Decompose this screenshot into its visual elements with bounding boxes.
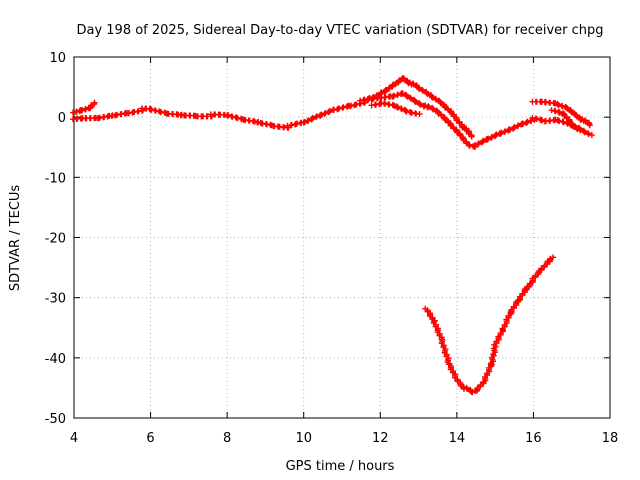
data-point [588,132,595,139]
data-point [586,122,593,129]
data-point [485,135,492,142]
data-point [91,99,98,106]
data-point [407,95,414,102]
data-point [488,133,495,140]
x-tick-label: 18 [602,431,619,446]
data-point [422,102,429,109]
data-point [475,140,482,147]
data-point [309,115,316,122]
data-point [472,142,478,149]
data-point [585,131,592,138]
data-point [321,110,328,117]
data-point [399,90,406,97]
y-tick-label: -20 [45,232,66,247]
data-point [301,118,308,125]
data-point [577,127,584,134]
series-early-tail [70,99,98,116]
x-tick-label: 6 [146,431,154,446]
data-point [300,119,307,126]
x-axis-label: GPS time / hours [286,459,395,474]
data-point [416,85,423,92]
data-point [374,92,381,99]
y-tick-label: -50 [45,412,66,427]
series-upper-branch [357,74,475,140]
y-tick-label: -40 [45,352,66,367]
data-point [506,126,513,133]
data-point [511,124,518,131]
data-point [564,105,571,112]
data-point [326,107,333,114]
data-point [574,126,581,133]
data-point [410,81,417,88]
data-point [326,108,333,115]
series-main [70,90,595,151]
data-point [309,114,316,121]
x-tick-label: 12 [372,431,389,446]
data-point [382,86,389,93]
series-lower-branch [368,99,423,118]
data-point [430,106,437,113]
data-point [322,110,329,117]
data-point [515,122,522,129]
data-point [392,80,399,87]
data-point [304,118,311,125]
data-point [429,94,436,101]
y-tick-label: 0 [58,111,66,126]
data-point [305,117,312,124]
axis-ticks [73,56,611,419]
chart-title: Day 198 of 2025, Sidereal Day-to-day VTE… [76,23,603,38]
data-point [370,94,377,101]
data-points [70,74,595,396]
y-tick-label: 10 [49,51,66,66]
data-point [582,118,589,125]
data-point [579,116,586,123]
series-late-drop [548,107,584,134]
data-point [573,113,580,120]
data-point [570,123,577,130]
tick-labels: 4 6 8 10 12 14 16 18 -50 -40 -30 -20 -10 0 10 [45,51,619,446]
data-point [433,96,440,103]
data-point [581,129,588,136]
data-point [313,114,320,121]
data-point [396,77,403,84]
series-dip-arc [422,254,557,396]
data-point [419,87,426,94]
data-point [464,385,471,392]
y-tick-label: -30 [45,292,66,307]
y-tick-label: -10 [45,171,66,186]
data-point [401,76,408,83]
data-point [318,111,325,118]
x-tick-label: 4 [70,431,78,446]
x-tick-label: 10 [295,431,312,446]
data-point [424,90,431,97]
x-tick-label: 8 [223,431,231,446]
data-point [412,99,419,106]
data-point [426,104,433,111]
data-point [416,111,423,118]
data-point [317,112,324,119]
y-axis-label: SDTVAR / TECUs [8,185,23,292]
data-point [480,137,487,144]
data-point [568,109,575,116]
data-point [404,93,411,100]
data-point [386,84,393,91]
series-late-upper [529,98,593,129]
data-point [550,254,557,261]
data-point [468,133,475,140]
data-point [406,79,413,86]
data-point [460,383,467,390]
x-tick-label: 14 [449,431,466,446]
x-tick-label: 16 [525,431,542,446]
